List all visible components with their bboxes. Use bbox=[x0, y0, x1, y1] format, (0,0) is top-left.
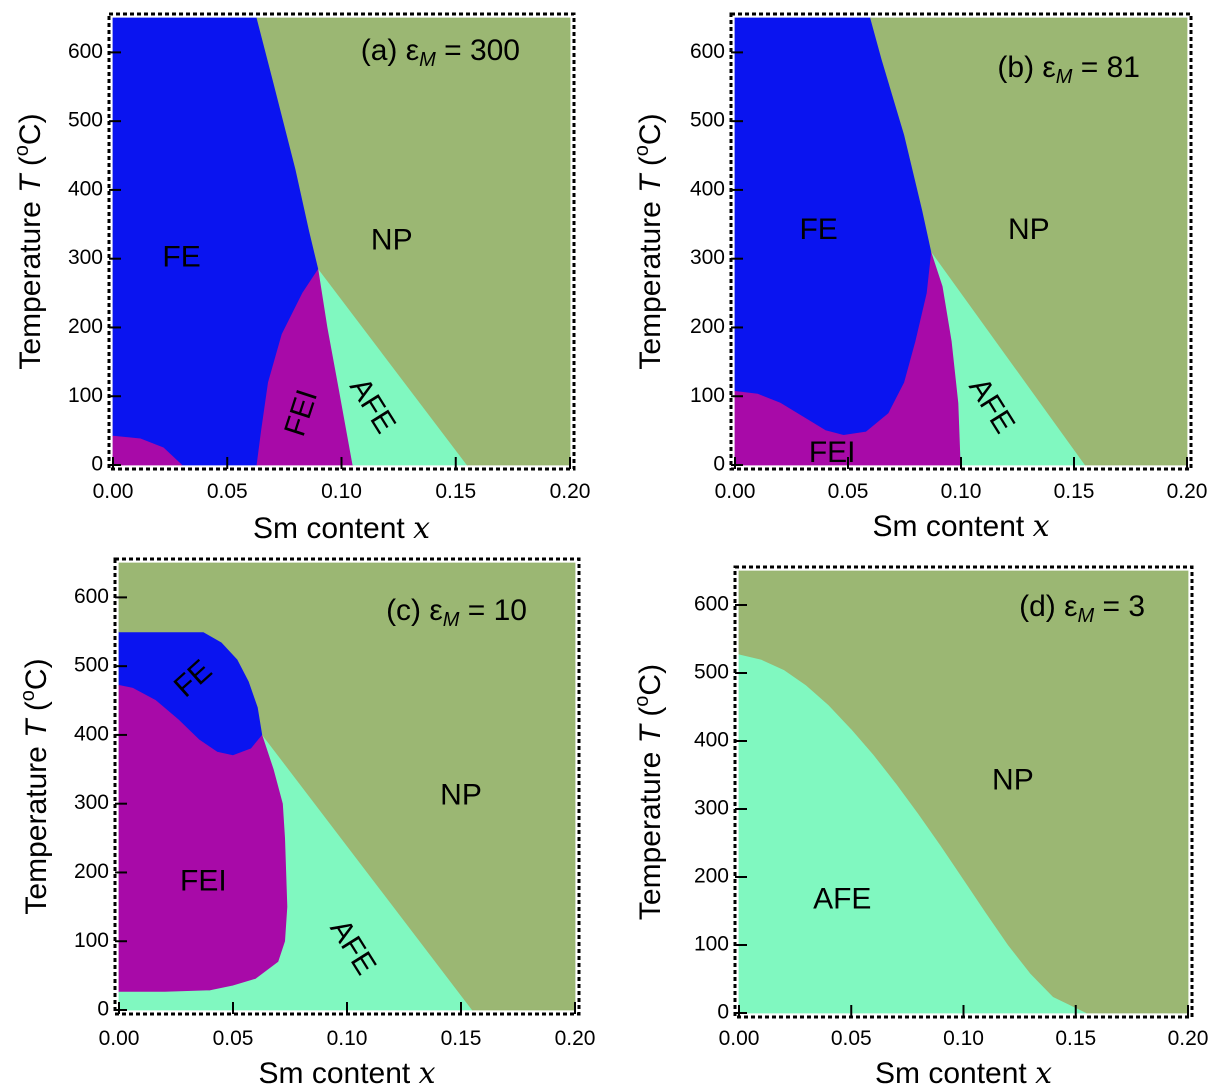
y-tick-label: 600 bbox=[68, 40, 103, 63]
y-tick-label: 0 bbox=[717, 1001, 729, 1024]
x-tick-label: 0.05 bbox=[828, 480, 869, 503]
y-tick-label: 100 bbox=[74, 929, 109, 952]
x-tick-label: 0.05 bbox=[831, 1027, 872, 1050]
region-label-np: NP bbox=[1008, 213, 1050, 246]
region-np bbox=[118, 562, 576, 1011]
y-axis-label: Temperature T (oC) bbox=[11, 113, 47, 369]
x-tick-label: 0.05 bbox=[213, 1027, 254, 1050]
y-tick-label: 300 bbox=[74, 791, 109, 814]
y-tick-label: 300 bbox=[68, 246, 103, 269]
panel-title: (d) εM = 3 bbox=[1019, 590, 1145, 627]
y-tick-label: 500 bbox=[74, 654, 109, 677]
x-tick-label: 0.10 bbox=[941, 480, 982, 503]
x-axis-label: Sm content x bbox=[253, 511, 430, 546]
y-tick-label: 600 bbox=[690, 40, 725, 63]
y-tick-label: 600 bbox=[74, 585, 109, 608]
y-axis-label: Temperature T (oC) bbox=[17, 658, 53, 914]
y-tick-label: 500 bbox=[68, 109, 103, 132]
panel-title: (a) εM = 300 bbox=[361, 34, 520, 71]
y-tick-label: 0 bbox=[97, 998, 109, 1021]
y-tick-label: 200 bbox=[68, 315, 103, 338]
y-tick-label: 300 bbox=[694, 797, 729, 820]
x-axis-label: Sm content x bbox=[875, 1056, 1052, 1091]
x-tick-label: 0.00 bbox=[99, 1027, 140, 1050]
region-np bbox=[256, 17, 571, 466]
region-np bbox=[738, 570, 1189, 1014]
x-tick-label: 0.20 bbox=[1168, 1027, 1209, 1050]
x-tick-label: 0.20 bbox=[555, 1027, 596, 1050]
x-tick-label: 0.10 bbox=[321, 480, 362, 503]
region-np bbox=[870, 17, 1188, 466]
region-label-fe: FE bbox=[162, 241, 200, 274]
region-label-np: NP bbox=[371, 223, 413, 256]
y-tick-label: 400 bbox=[74, 722, 109, 745]
panel-title: (b) εM = 81 bbox=[997, 51, 1140, 88]
y-tick-label: 100 bbox=[690, 384, 725, 407]
x-tick-label: 0.10 bbox=[943, 1027, 984, 1050]
x-tick-label: 0.15 bbox=[1054, 480, 1095, 503]
x-tick-label: 0.15 bbox=[1055, 1027, 1096, 1050]
x-tick-label: 0.00 bbox=[93, 480, 134, 503]
region-label-afe: AFE bbox=[813, 883, 871, 916]
y-tick-label: 100 bbox=[694, 933, 729, 956]
x-axis-label: Sm content x bbox=[259, 1056, 436, 1091]
y-tick-label: 400 bbox=[690, 177, 725, 200]
y-tick-label: 400 bbox=[694, 729, 729, 752]
x-tick-label: 0.00 bbox=[715, 480, 756, 503]
plot-frame bbox=[107, 12, 576, 471]
y-tick-label: 400 bbox=[68, 177, 103, 200]
x-tick-label: 0.20 bbox=[550, 480, 591, 503]
y-tick-label: 200 bbox=[74, 860, 109, 883]
region-label-np: NP bbox=[440, 779, 482, 812]
y-tick-label: 500 bbox=[694, 661, 729, 684]
y-tick-label: 0 bbox=[91, 453, 103, 476]
x-tick-label: 0.20 bbox=[1167, 480, 1208, 503]
region-label-np: NP bbox=[992, 764, 1034, 797]
y-tick-label: 100 bbox=[68, 384, 103, 407]
y-axis-label: Temperature T (oC) bbox=[631, 113, 667, 369]
y-tick-label: 300 bbox=[690, 246, 725, 269]
y-tick-label: 600 bbox=[694, 593, 729, 616]
region-label-fe: FE bbox=[799, 213, 837, 246]
panel-d: AFE NP 0.00 0.05 0.10 0.15 0.20 0 100 200 300 400 50… bbox=[631, 563, 1208, 1091]
x-tick-label: 0.15 bbox=[435, 480, 476, 503]
y-tick-label: 0 bbox=[713, 453, 725, 476]
y-tick-label: 500 bbox=[690, 109, 725, 132]
y-tick-label: 200 bbox=[690, 315, 725, 338]
x-tick-label: 0.15 bbox=[441, 1027, 482, 1050]
y-axis-label: Temperature T (oC) bbox=[631, 664, 667, 920]
x-tick-label: 0.00 bbox=[719, 1027, 760, 1050]
panel-title: (c) εM = 10 bbox=[386, 594, 527, 631]
x-axis-label: Sm content x bbox=[873, 509, 1050, 544]
x-tick-label: 0.10 bbox=[327, 1027, 368, 1050]
y-tick-label: 200 bbox=[694, 865, 729, 888]
region-label-fei: FEI bbox=[180, 865, 227, 898]
x-tick-label: 0.05 bbox=[207, 480, 248, 503]
